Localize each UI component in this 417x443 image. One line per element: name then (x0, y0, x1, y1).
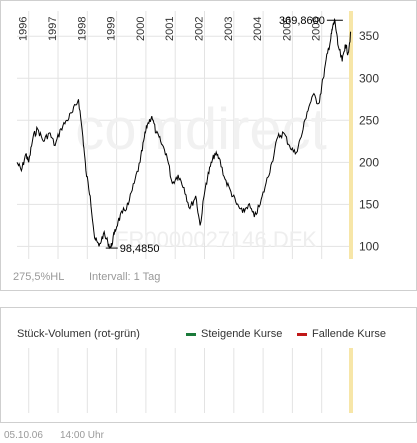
isin-watermark: FR0000027146.DFK (115, 227, 317, 252)
volume-highlight (349, 348, 353, 413)
volume-chart-panel: Stück-Volumen (rot-grün) Steigende Kurse… (0, 307, 417, 423)
legend-rising-label: Steigende Kurse (201, 328, 283, 340)
price-series-line (16, 17, 352, 250)
y-tick-label: 350 (359, 29, 379, 43)
year-label: 1996 (18, 17, 30, 41)
year-label: 2005 (281, 17, 293, 41)
year-label: 1998 (76, 17, 88, 41)
y-tick-label: 100 (359, 239, 379, 253)
year-label: 1997 (47, 17, 59, 41)
legend-falling-label: Fallende Kurse (312, 328, 386, 340)
watermark: comdirect (75, 97, 326, 162)
y-tick-label: 150 (359, 197, 379, 211)
year-label: 2000 (135, 17, 147, 41)
year-label: 2002 (194, 17, 206, 41)
price-chart: comdirect FR0000027146.DFK 1996 1997 1998 1… (13, 11, 379, 283)
min-label: 98,4850 (120, 243, 160, 255)
interval-label: Intervall: 1 Tag (89, 271, 160, 283)
year-axis: 1996 1997 1998 1999 2000 2001 2002 2003 2004 2005… (18, 17, 323, 41)
y-axis: 100 150 200 250 300 350 (359, 29, 379, 253)
year-label: 1999 (106, 17, 118, 41)
volume-chart (28, 348, 353, 413)
year-label: 2004 (252, 17, 264, 41)
date-stamp: 05.10.06 (4, 430, 43, 441)
time-stamp: 14:00 Uhr (60, 430, 104, 441)
legend-falling: Fallende Kurse (297, 328, 386, 340)
year-label: 2006 (311, 17, 323, 41)
current-period-highlight (349, 11, 353, 259)
y-tick-label: 250 (359, 113, 379, 127)
change-percent: 275,5%HL (13, 271, 64, 283)
year-label: 2003 (223, 17, 235, 41)
y-tick-label: 300 (359, 71, 379, 85)
rising-swatch-icon (186, 332, 196, 336)
grid (17, 11, 351, 259)
falling-swatch-icon (297, 332, 307, 336)
max-label: 369,8600 (279, 15, 325, 27)
volume-grid (28, 348, 323, 413)
legend-rising: Steigende Kurse (186, 328, 282, 340)
price-chart-panel: comdirect FR0000027146.DFK 1996 1997 1998 1… (0, 0, 417, 291)
y-tick-label: 200 (359, 155, 379, 169)
volume-title: Stück-Volumen (rot-grün) (17, 328, 140, 340)
year-label: 2001 (164, 17, 176, 41)
